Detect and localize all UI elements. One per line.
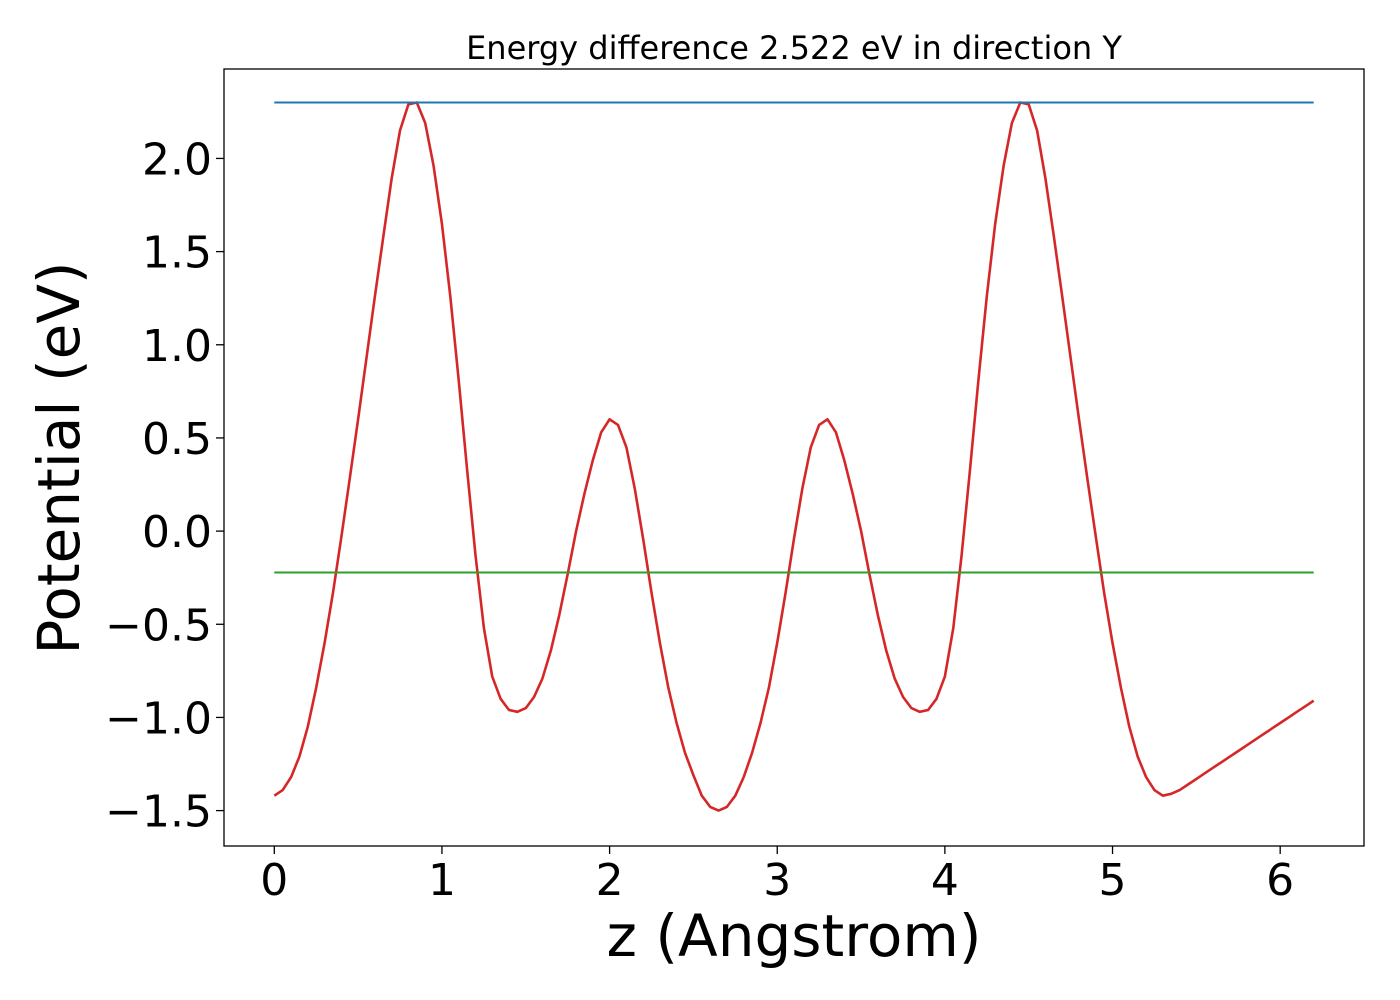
x-tick-label: 1 bbox=[428, 855, 456, 906]
plot-frame bbox=[223, 68, 1365, 847]
x-axis-ticks: 0 1 2 3 4 5 6 bbox=[260, 846, 1294, 906]
x-tick-label: 0 bbox=[260, 855, 288, 906]
y-tick-label: −1.0 bbox=[105, 693, 212, 744]
y-tick-label: 0.5 bbox=[142, 414, 212, 465]
plot-lines bbox=[273, 101, 1315, 812]
x-axis-label: z (Angstrom) bbox=[607, 902, 982, 970]
x-tick-label: 5 bbox=[1099, 855, 1127, 906]
chart-title: Energy difference 2.522 eV in direction … bbox=[466, 29, 1122, 67]
x-tick-label: 6 bbox=[1266, 855, 1294, 906]
x-tick-label: 2 bbox=[596, 855, 624, 906]
y-tick-label: 2.0 bbox=[142, 134, 212, 185]
x-tick-label: 3 bbox=[763, 855, 791, 906]
potential-curve bbox=[273, 101, 1315, 812]
y-tick-label: −0.5 bbox=[105, 600, 212, 651]
y-tick-label: 1.0 bbox=[142, 321, 212, 372]
y-tick-label: 1.5 bbox=[142, 228, 212, 279]
y-tick-label: 0.0 bbox=[142, 507, 212, 558]
y-axis-label: Potential (eV) bbox=[25, 261, 93, 654]
x-tick-label: 4 bbox=[931, 855, 959, 906]
y-tick-label: −1.5 bbox=[105, 787, 212, 838]
y-axis-ticks: 2.0 1.5 1.0 0.5 0.0 −0.5 −1.0 −1.5 bbox=[105, 134, 224, 838]
